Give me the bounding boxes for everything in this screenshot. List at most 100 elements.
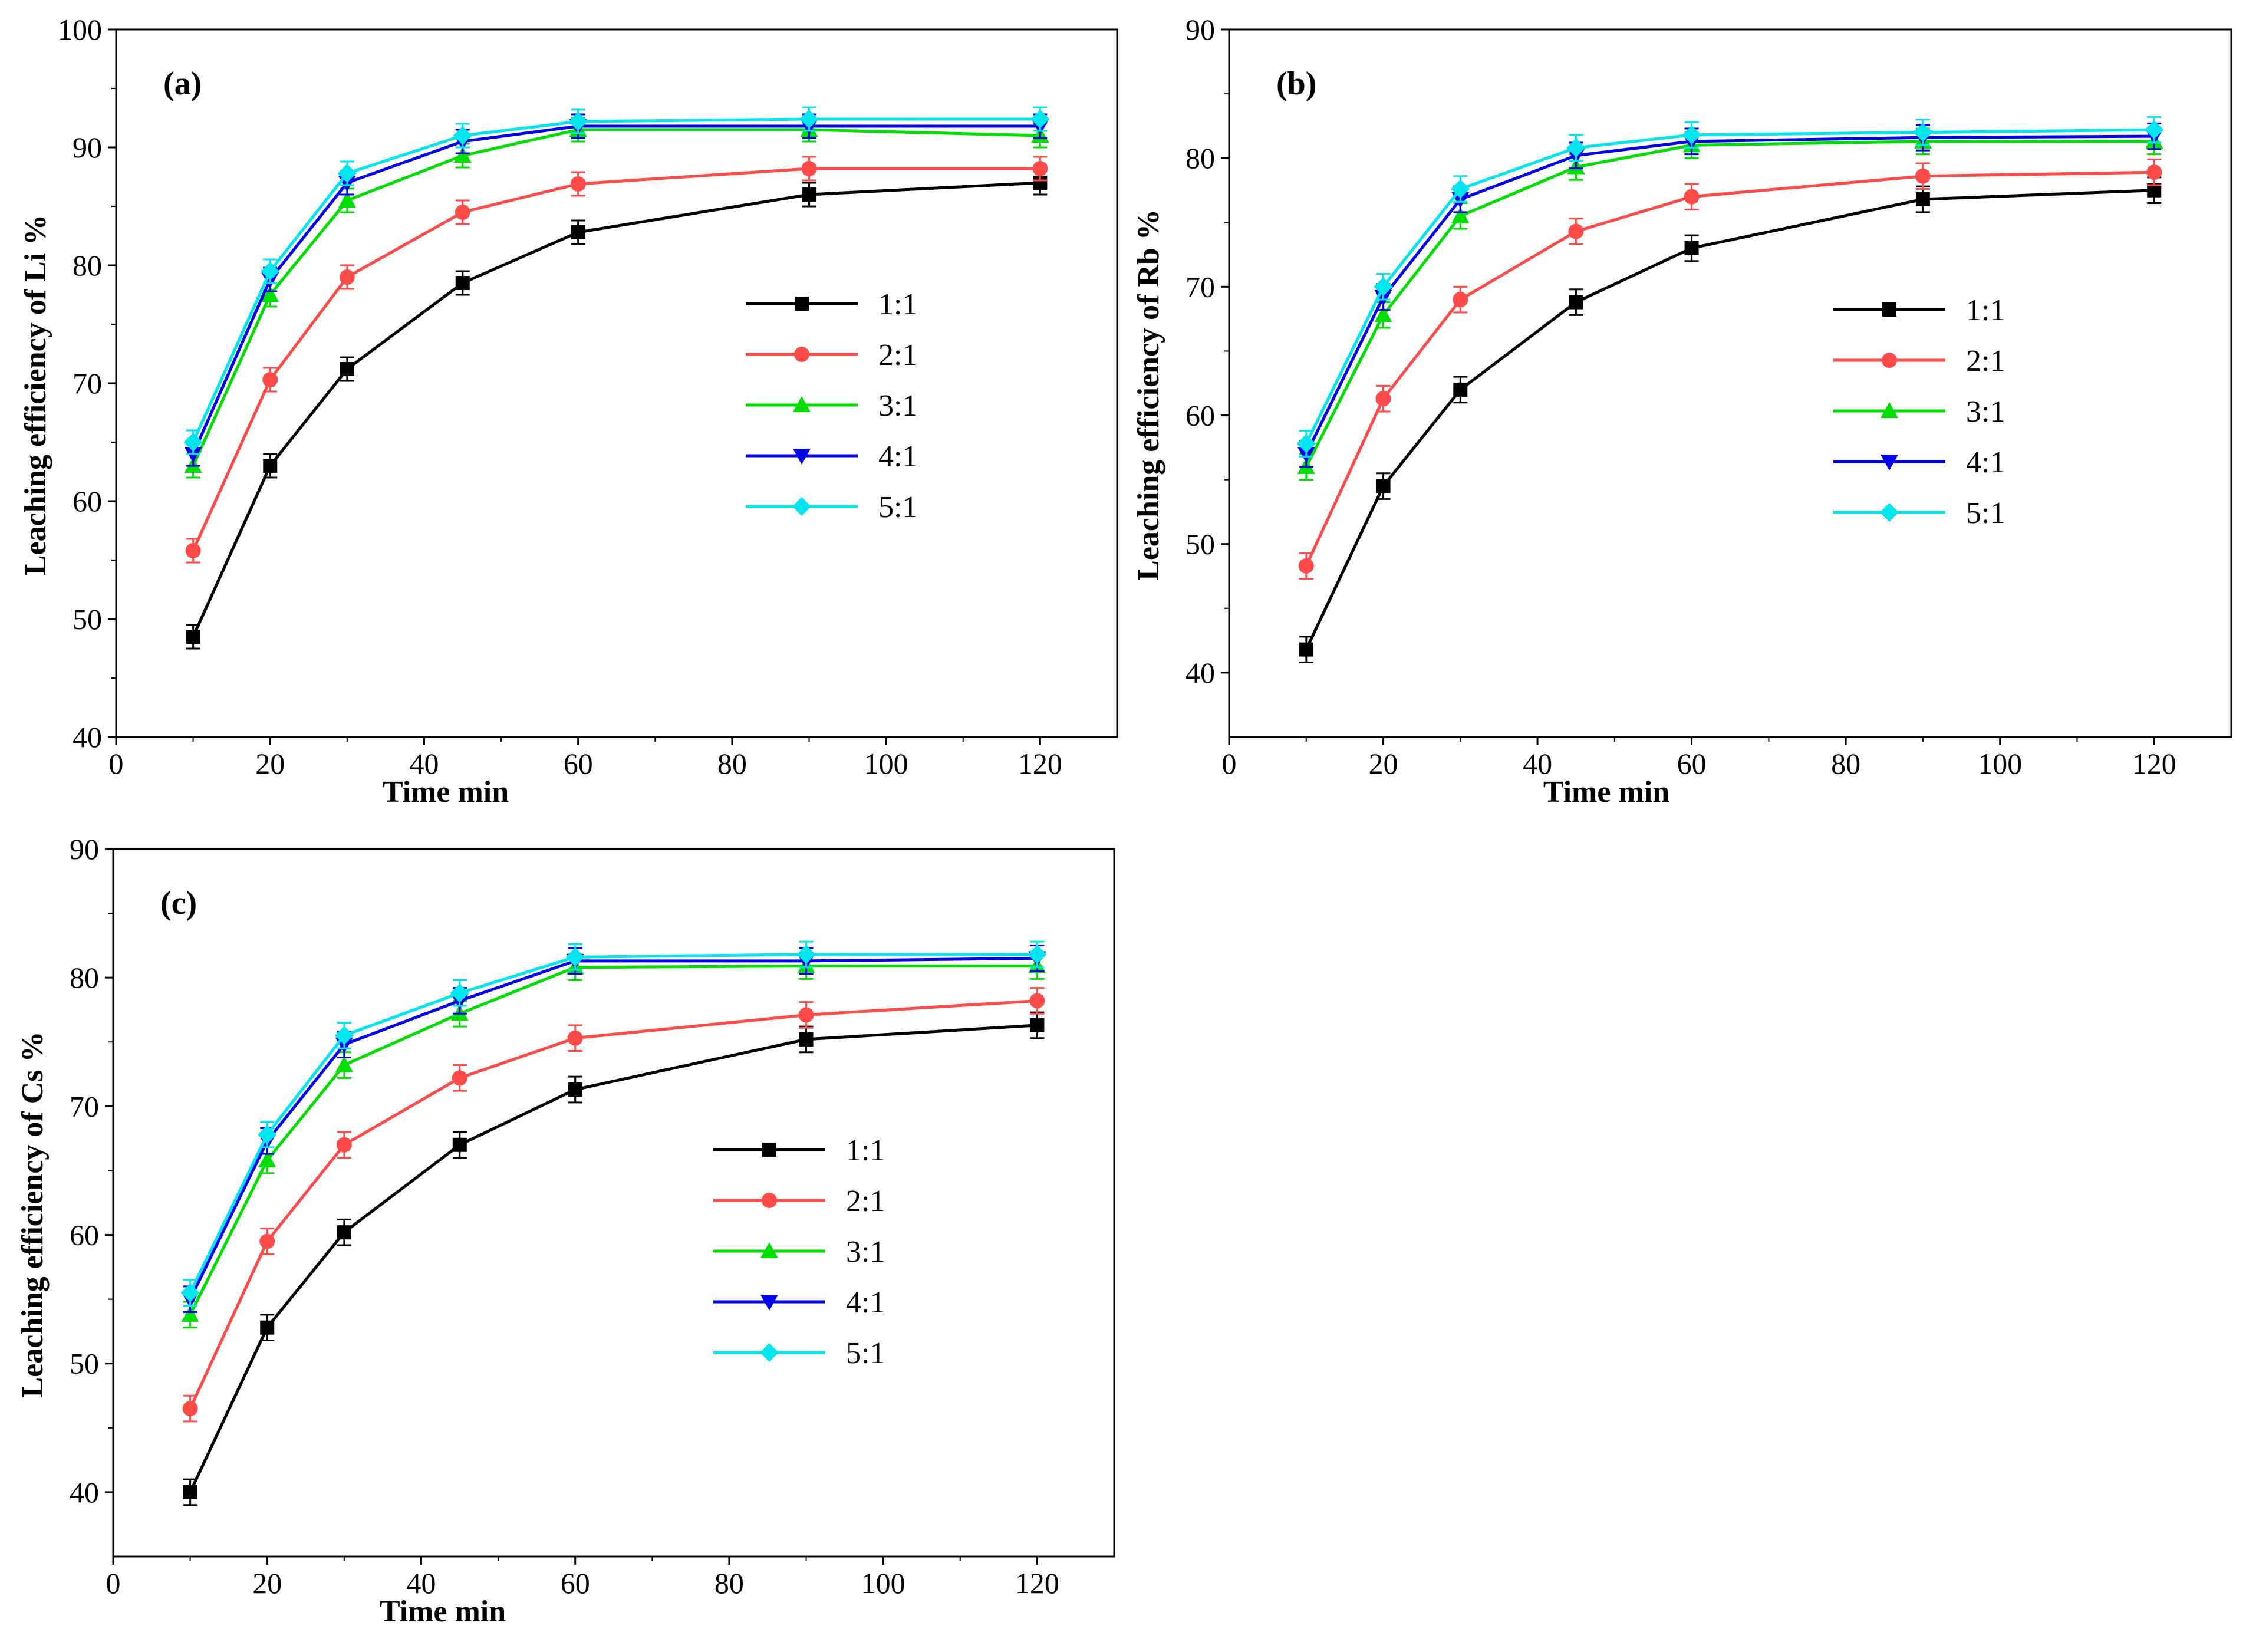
- data-point: [1374, 277, 1393, 297]
- series-5-1: [183, 106, 1050, 455]
- legend-label: 1:1: [1966, 294, 2005, 327]
- legend-marker: [760, 1343, 779, 1362]
- y-tick-label: 90: [70, 832, 99, 866]
- chart-panel-2: 0 20 40 60 80 100 120 40 50 60 70 80 90 Time min Leach…: [1132, 13, 2232, 809]
- legend-marker: [793, 449, 811, 465]
- y-tick-label: 70: [70, 1090, 99, 1123]
- data-point: [260, 1320, 275, 1335]
- y-tick-label: 80: [1185, 141, 1215, 175]
- x-tick-label: 20: [252, 1567, 282, 1600]
- series-2-1: [185, 156, 1048, 564]
- data-point: [570, 176, 586, 192]
- data-point: [1030, 1018, 1045, 1032]
- data-point: [1376, 479, 1391, 493]
- data-point: [1566, 138, 1586, 157]
- legend-marker: [795, 297, 809, 311]
- data-point: [1453, 382, 1468, 397]
- data-point: [263, 459, 278, 473]
- data-point: [1032, 161, 1048, 176]
- series-1-1: [1299, 176, 2162, 663]
- data-point: [1030, 110, 1050, 129]
- data-point: [1375, 391, 1391, 407]
- series-line: [189, 1024, 1038, 1493]
- data-point: [262, 372, 278, 387]
- data-point: [796, 945, 816, 964]
- data-point: [1913, 123, 1932, 142]
- legend-marker: [760, 1242, 778, 1258]
- panel-label: (c): [160, 885, 197, 922]
- data-point: [1296, 434, 1316, 453]
- data-point: [185, 543, 201, 558]
- data-point: [1029, 993, 1045, 1009]
- legend-label: 2:1: [878, 338, 917, 372]
- data-point: [565, 947, 585, 967]
- data-point: [180, 1283, 200, 1302]
- data-point: [335, 1056, 353, 1072]
- x-tick-label: 60: [1677, 747, 1707, 780]
- data-point: [1568, 223, 1584, 239]
- legend-marker: [794, 347, 809, 362]
- x-tick-label: 100: [861, 1567, 905, 1600]
- x-tick-label: 80: [717, 747, 747, 780]
- panel-label: (b): [1276, 65, 1316, 102]
- legend-marker: [760, 1295, 778, 1311]
- y-tick-label: 60: [73, 485, 102, 518]
- y-tick-label: 80: [70, 961, 99, 994]
- series-3-1: [1297, 127, 2163, 481]
- data-point: [452, 1070, 467, 1086]
- legend-marker: [1880, 503, 1899, 522]
- data-point: [261, 262, 280, 281]
- data-point: [799, 1032, 814, 1047]
- legend-label: 2:1: [1966, 344, 2005, 378]
- data-point: [183, 1485, 197, 1499]
- legend-marker: [793, 396, 811, 412]
- y-axis-label: Leaching efficiency of Li %: [19, 215, 52, 575]
- y-tick-label: 60: [70, 1219, 99, 1252]
- y-tick-label: 70: [73, 367, 102, 400]
- series-4-1: [181, 945, 1046, 1313]
- y-tick-label: 90: [1185, 13, 1215, 46]
- plot-frame: [112, 848, 1115, 1558]
- data-point: [340, 362, 354, 376]
- legend-marker: [762, 1193, 777, 1208]
- legend-label: 4:1: [846, 1286, 885, 1319]
- y-tick-label: 60: [1185, 399, 1215, 432]
- data-point: [1569, 295, 1583, 310]
- panel-label: (a): [163, 65, 202, 102]
- data-point: [568, 112, 588, 131]
- data-point: [1453, 292, 1468, 308]
- data-point: [261, 286, 279, 302]
- data-point: [334, 1026, 354, 1045]
- data-point: [802, 187, 816, 202]
- data-point: [337, 1225, 351, 1240]
- legend-marker: [1882, 353, 1897, 368]
- data-point: [799, 110, 819, 129]
- data-point: [2146, 164, 2162, 180]
- series-line: [189, 953, 1038, 1294]
- data-point: [183, 433, 203, 452]
- series-1-1: [186, 170, 1048, 650]
- x-tick-label: 20: [255, 747, 285, 780]
- x-tick-label: 120: [2132, 747, 2176, 780]
- data-point: [1299, 642, 1313, 657]
- legend: 1:1 2:1 3:1 4:1 5:1: [713, 1134, 885, 1370]
- series-5-1: [180, 940, 1047, 1307]
- data-point: [181, 1305, 199, 1322]
- y-tick-label: 50: [73, 603, 102, 636]
- data-point: [455, 205, 470, 220]
- data-point: [258, 1151, 276, 1167]
- series-line: [189, 965, 1038, 1315]
- legend-label: 1:1: [846, 1134, 885, 1167]
- legend-label: 2:1: [846, 1184, 885, 1218]
- series-line: [1305, 140, 2155, 468]
- chart-panel-3: 0 20 40 60 80 100 120 40 50 60 70 80 90 Time min Leach…: [16, 832, 1115, 1628]
- data-point: [259, 1233, 275, 1249]
- data-point: [186, 630, 200, 644]
- legend-label: 5:1: [878, 491, 917, 524]
- y-tick-label: 50: [70, 1347, 99, 1380]
- x-tick-label: 20: [1369, 747, 1398, 780]
- data-point: [452, 1137, 467, 1152]
- data-point: [453, 126, 472, 145]
- y-tick-label: 40: [73, 720, 102, 753]
